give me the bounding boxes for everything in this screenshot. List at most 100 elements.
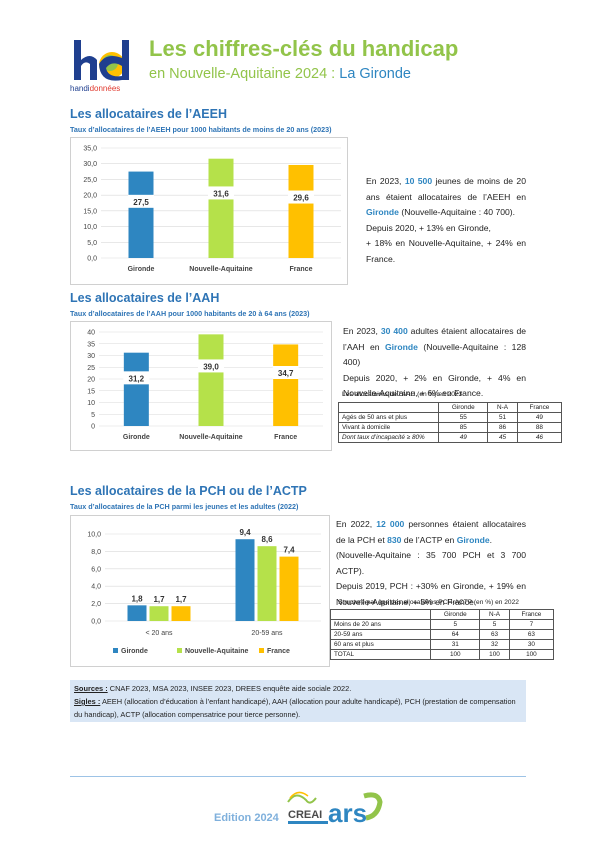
category-label: Nouvelle-Aquitaine [189,266,253,273]
data-label: 9,4 [239,528,251,537]
page-subtitle: en Nouvelle-Aquitaine 2024 : La Gironde [149,66,411,82]
table-cell: 46 [516,432,563,443]
table-row: Vivant à domicile 85 86 88 [337,422,563,433]
bar-1-1 [257,546,277,621]
data-label-box [288,190,314,204]
table-header: France [516,402,563,413]
pch-table-caption: Structure par âge des allocataires PCH-A… [338,599,519,606]
category-label: < 20 ans [145,630,173,637]
data-label: 1,7 [175,595,187,604]
data-label: 7,4 [283,546,295,555]
bar-0-1 [235,539,255,621]
category-label: Gironde [123,434,150,441]
sources-line: Sources : CNAF 2023, MSA 2023, INSEE 202… [74,684,352,693]
bar-2 [273,344,299,426]
legend-swatch [113,648,118,653]
category-label: Gironde [128,266,155,273]
table-cell: 63 [508,629,555,640]
category-label: France [274,434,297,441]
legend-swatch [177,648,182,653]
aah-bar-chart: 0 5 10 15 20 25 30 35 40 31,2 Gironde 39,0 Nouvelle-… [87,330,323,441]
y-tick-label: 15,0 [83,208,97,215]
y-tick-label: 35,0 [83,146,97,153]
y-tick-label: 30,0 [83,161,97,168]
legend-label: France [267,648,290,655]
aah-table: Gironde N-A France Agés de 50 ans et plus 55… [337,402,563,443]
y-tick-label: 20 [87,377,95,384]
row-label: TOTAL [329,649,432,660]
table-cell: 30 [508,639,555,650]
table-row: 60 ans et plus 31 32 30 [329,639,555,650]
y-tick-label: 10,0 [87,532,101,539]
category-label: Nouvelle-Aquitaine [179,434,243,441]
aah-heading: Les allocataires de l’AAH [70,291,220,305]
aeeh-subheading: Taux d’allocataires de l’AEEH pour 1000 … [70,125,332,134]
aeeh-chart: 0,0 5,0 10,0 15,0 20,0 25,0 30,0 35,0 27,5 Girond… [70,137,348,285]
category-label: 20-59 ans [251,630,283,637]
y-tick-label: 0 [91,424,95,431]
legend-swatch [259,648,264,653]
y-tick-label: 10,0 [83,224,97,231]
bar-2-0 [171,606,191,621]
pch-table: Gironde N-A France Moins de 20 ans 5 5 7 20-59 … [329,609,555,660]
bar-2 [288,164,314,258]
table-cell: 31 [430,639,481,650]
data-label: 31,2 [129,374,145,383]
data-label-box [272,365,299,379]
legend-label: Gironde [121,648,148,655]
table-row: Moins de 20 ans 5 5 7 [329,619,555,630]
table-cell: 64 [430,629,481,640]
table-cell: 5 [479,619,510,630]
y-tick-label: 4,0 [91,584,101,591]
y-tick-label: 40 [87,330,95,337]
row-label: Dont taux d’incapacité ≥ 80% [337,432,440,443]
handidonnees-logo [70,40,140,90]
y-tick-label: 10 [87,400,95,407]
y-tick-label: 15 [87,388,95,395]
table-header: Gironde [430,609,481,620]
table-header: N-A [487,402,518,413]
pch-heading: Les allocataires de la PCH ou de l’ACTP [70,484,307,498]
bar-0 [128,171,154,258]
table-row: TOTAL 100 100 100 [329,649,555,660]
table-cell: 49 [438,432,489,443]
aah-table-caption: Les allocataires de l’AAH (en %) en 2023 [342,391,463,398]
logo-wordmark: handidonnées [70,84,121,93]
data-label-box [198,359,224,373]
y-tick-label: 25,0 [83,177,97,184]
table-header: France [508,609,555,620]
table-corner [337,402,440,413]
table-cell: 55 [438,412,489,423]
table-header: N-A [479,609,510,620]
table-corner [329,609,432,620]
data-label: 34,7 [278,369,294,378]
table-header-row: Gironde N-A France [329,609,555,620]
table-header-row: Gironde N-A France [337,402,563,413]
table-cell: 32 [479,639,510,650]
category-label: France [290,266,313,273]
aeeh-heading: Les allocataires de l’AEEH [70,107,228,121]
sources-box: Sources : CNAF 2023, MSA 2023, INSEE 202… [70,680,526,722]
table-cell: 100 [479,649,510,660]
y-tick-label: 25 [87,365,95,372]
table-cell: 100 [430,649,481,660]
table-cell: 100 [508,649,555,660]
pch-chart: 0,0 2,0 4,0 6,0 8,0 10,0 1,8 1,7 1,7 < 20 ans 9,4 8… [70,515,330,667]
table-row: 20-59 ans 64 63 63 [329,629,555,640]
y-tick-label: 5,0 [87,240,97,247]
row-label: Moins de 20 ans [329,619,432,630]
data-label: 29,6 [293,194,309,203]
table-row: Agés de 50 ans et plus 55 51 49 [337,412,563,423]
table-cell: 85 [438,422,489,433]
bar-2-1 [279,556,299,621]
table-cell: 49 [516,412,563,423]
footer-divider [70,776,526,777]
y-tick-label: 8,0 [91,549,101,556]
row-label: Agés de 50 ans et plus [337,412,440,423]
creai-wordmark: CREAI [288,809,322,821]
data-label: 1,8 [131,594,143,603]
ars-wordmark: ars [328,798,367,828]
data-label-box [128,194,154,208]
data-label: 8,6 [261,535,273,544]
aah-paragraph: En 2023, 30 400 adultes étaient allocata… [343,326,527,399]
